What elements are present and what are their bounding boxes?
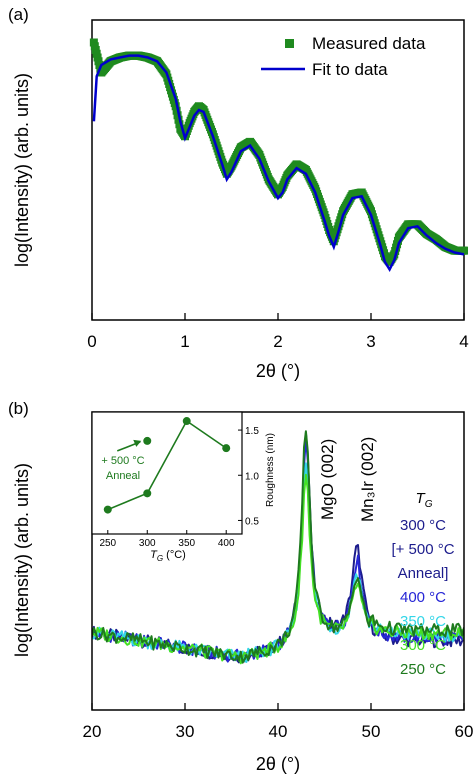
legend-fit-label: Fit to data [312,60,388,79]
x-tick-label: 20 [83,722,102,741]
inset-roughness-plot: 250 300 350 400 0.5 1.0 1.5 TG (°C) Roughness … [91,411,276,563]
measured-point [173,111,182,120]
measured-point [174,115,183,124]
panel-b-legend: TG 300 °C [+ 500 °C Anneal] 400 °C 350 °… [391,490,454,678]
x-tick-label: 2 [273,332,282,351]
inset-y-axis-label: Roughness (nm) [265,433,276,507]
legend-entry-350: 350 °C [400,613,446,630]
x-tick-label: 4 [459,332,468,351]
measured-point [460,246,468,255]
legend-entry-300: 300 °C [400,637,446,654]
legend-measured-marker [285,39,294,48]
panel-b-y-axis-label: log(Intensity) (arb. units) [12,463,32,657]
inset-x-tick-label: 300 [139,538,156,549]
x-tick-label: 40 [269,722,288,741]
panel-a-label: (a) [8,5,29,24]
x-tick-label: 3 [366,332,375,351]
legend-entry-400: 400 °C [400,589,446,606]
inset-frame [91,411,243,535]
inset-anneal-label-line2: Anneal [106,470,140,482]
inset-x-tick-label: 250 [99,538,116,549]
inset-points [103,417,231,514]
inset-line [107,419,227,511]
legend-entry-anneal-line1: [+ 500 °C [391,541,454,558]
measured-point [172,106,181,115]
inset-point [182,417,191,426]
inset-y-tick-label: 0.5 [245,516,259,527]
panel-a-y-axis-label: log(Intensity) (arb. units) [12,73,32,267]
measured-point [175,120,184,129]
panel-b-label: (b) [8,399,29,418]
inset-background [92,412,242,534]
inset-point [103,505,112,514]
panel-b: (b) 20 30 40 50 60 2θ (°) log(Intensity) (ar… [8,399,473,774]
panel-b-series [92,430,464,665]
inset-point [143,489,152,498]
panel-a-x-ticks: 0 1 2 3 4 [87,313,469,351]
inset-x-axis-label: TG (°C) [150,549,186,563]
inset-anneal-point [143,436,152,445]
measured-point [171,102,180,111]
panel-a: (a) 0 1 2 3 4 2θ (°) log(Intensity) (arb. un… [8,5,469,381]
fit-to-data-line [92,54,465,272]
x-tick-label: 60 [455,722,474,741]
panel-a-frame [91,19,465,321]
x-tick-label: 0 [87,332,96,351]
legend-title: TG [416,490,433,510]
panel-a-legend: Measured data Fit to data [261,34,426,79]
xrd-curve [92,430,464,664]
inset-x-tick-label: 350 [178,538,195,549]
inset-ticks: 250 300 350 400 0.5 1.0 1.5 [99,426,259,549]
legend-entry-250: 250 °C [400,661,446,678]
x-tick-label: 30 [176,722,195,741]
inset-point [222,444,231,453]
measured-data-series [89,38,468,266]
annotation-mn3ir-002: Mn₃Ir (002) [358,437,377,522]
inset-x-tick-label: 400 [218,538,235,549]
annotation-mgo-002: MgO (002) [318,439,337,520]
legend-entry-anneal-line2: Anneal] [398,565,449,582]
legend-measured-label: Measured data [312,34,426,53]
x-tick-label: 50 [362,722,381,741]
legend-entry-300-anneal: 300 °C [400,517,446,534]
panel-b-x-ticks: 20 30 40 50 60 [83,703,474,741]
inset-anneal-arrowhead [133,439,142,447]
inset-y-tick-label: 1.5 [245,426,259,437]
panel-a-x-axis-label: 2θ (°) [256,361,300,381]
x-tick-label: 1 [180,332,189,351]
inset-y-tick-label: 1.0 [245,471,259,482]
panel-b-x-axis-label: 2θ (°) [256,754,300,774]
inset-anneal-label-line1: + 500 °C [101,455,144,467]
